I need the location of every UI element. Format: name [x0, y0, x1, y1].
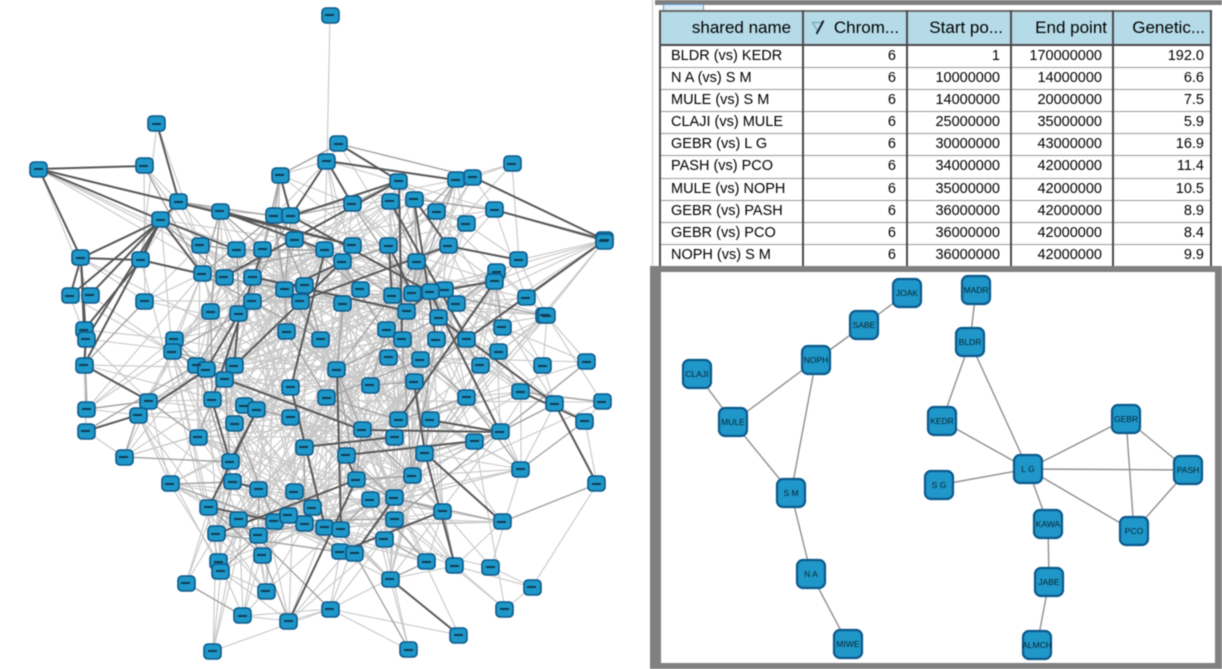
svg-text:NOPH: NOPH [804, 355, 829, 365]
svg-text:MIWE: MIWE [836, 639, 859, 649]
svg-text:MADR: MADR [963, 285, 988, 295]
svg-text:MULE: MULE [721, 417, 745, 427]
svg-text:JOAK: JOAK [896, 288, 919, 298]
svg-text:S G: S G [932, 480, 947, 490]
svg-text:ALMCH: ALMCH [1022, 640, 1052, 650]
svg-text:KEDR: KEDR [930, 416, 954, 426]
svg-text:PASH: PASH [1177, 465, 1200, 475]
svg-text:BLDR: BLDR [959, 337, 982, 347]
svg-text:L G: L G [1021, 464, 1034, 474]
svg-text:CLAJI: CLAJI [685, 369, 708, 379]
svg-text:PCO: PCO [1125, 526, 1144, 536]
svg-text:N A: N A [804, 569, 818, 579]
svg-text:JABE: JABE [1038, 577, 1060, 587]
svg-text:S M: S M [783, 488, 798, 498]
svg-text:GEBR: GEBR [1114, 414, 1138, 424]
svg-text:SABE: SABE [853, 320, 876, 330]
svg-text:KAWA: KAWA [1036, 519, 1061, 529]
